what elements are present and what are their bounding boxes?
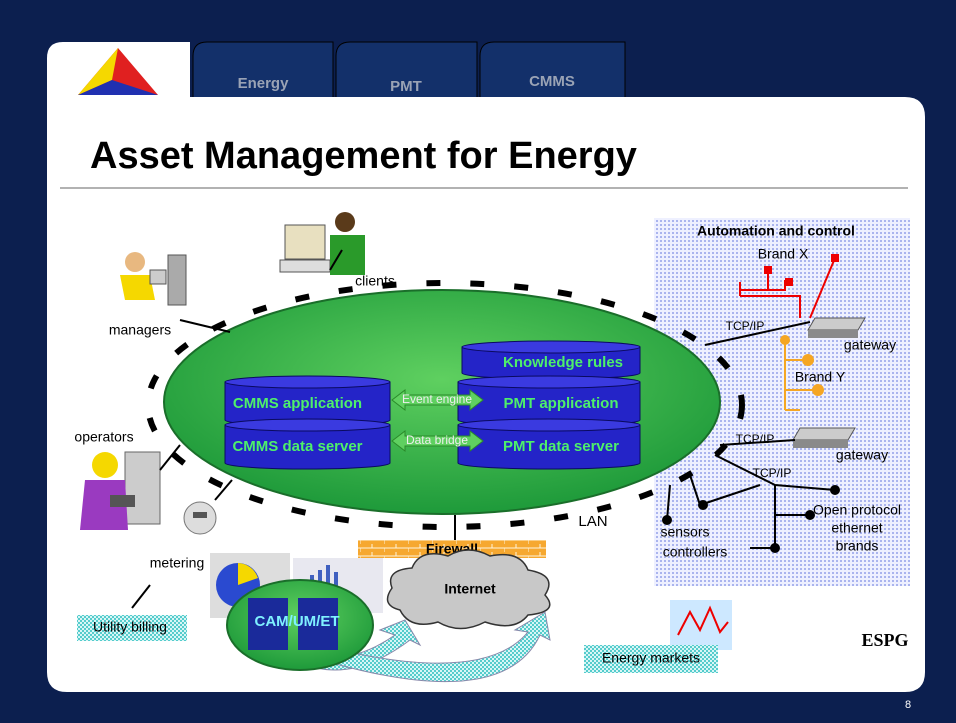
tabs: Energy PMT CMMS (47, 41, 626, 101)
gateway-label: gateway (836, 447, 888, 463)
cylinder-top (224, 375, 391, 389)
tab-label[interactable]: CMMS (529, 73, 575, 90)
tab[interactable] (335, 41, 478, 101)
logo-mark (78, 48, 118, 95)
tcp-label: TCP/IP (753, 466, 792, 480)
cylinder-label: PMT data server (503, 438, 619, 455)
open-label: brands (836, 538, 879, 554)
title: Asset Management for Energy (90, 135, 637, 177)
link (214, 479, 233, 501)
nodes (764, 254, 839, 286)
cylinder-label: Knowledge rules (503, 354, 623, 371)
cylinder-top (457, 375, 641, 389)
user-label: metering (150, 555, 204, 571)
tcp-label: TCP/IP (726, 319, 765, 333)
field-label: sensors (660, 524, 709, 540)
page-number: 8 (905, 699, 911, 711)
internet-cloud (386, 549, 551, 630)
managers-icon (120, 252, 187, 306)
cylinder-top (461, 340, 641, 354)
arrow-label: Event engine (402, 392, 472, 406)
user-label: clients (355, 273, 395, 289)
server-icon (248, 598, 338, 650)
markets-box (584, 645, 718, 673)
open-label: ethernet (831, 520, 882, 536)
arrow-label: Data bridge (406, 433, 468, 447)
bidirectional-arrow (391, 388, 484, 412)
gateway-icon (807, 317, 866, 338)
tab[interactable] (479, 41, 626, 101)
link (179, 319, 231, 333)
flow-arrow (289, 611, 551, 683)
open-label: Open protocol (813, 502, 901, 518)
cylinder-label: PMT application (503, 395, 618, 412)
market-icon (670, 600, 732, 650)
brand-x-net (739, 257, 836, 319)
panel-title: Automation and control (697, 223, 855, 239)
cylinder-label: CMMS application (233, 395, 362, 412)
field-label: controllers (663, 544, 728, 560)
user-label: operators (74, 429, 133, 445)
clients-icon (279, 212, 365, 275)
cylinder-label: CMMS data server (232, 438, 362, 455)
gateway-icon (792, 427, 856, 448)
operators-icon (80, 451, 161, 530)
meter-icon (183, 501, 217, 535)
brand-label: Brand X (758, 246, 809, 262)
nodes (780, 335, 824, 396)
user-label: managers (109, 322, 171, 338)
brand-label: Brand Y (795, 369, 846, 385)
cylinder (457, 424, 641, 470)
firewall (358, 540, 546, 558)
billing-box (77, 615, 187, 641)
lan-label: LAN (578, 513, 607, 530)
cylinder-top (457, 418, 641, 432)
field-nodes (662, 485, 840, 553)
cylinder (224, 424, 391, 470)
tab-label[interactable]: Energy (238, 75, 290, 92)
billing-label: Utility billing (93, 619, 167, 635)
link (329, 249, 343, 271)
brand-y-net (784, 340, 818, 411)
logo-mark (78, 80, 158, 95)
gateway-label: gateway (844, 337, 896, 353)
cylinder-top (224, 418, 391, 432)
link (131, 584, 151, 609)
bidirectional-arrow (391, 429, 484, 453)
cam-label: CAM/UM/ET (255, 613, 340, 630)
internet-label: Internet (444, 581, 496, 597)
lan-ring (145, 280, 745, 530)
markets-label: Energy markets (602, 650, 700, 666)
tab[interactable] (192, 41, 334, 101)
espg-logo: ESPG (861, 630, 908, 650)
link (159, 444, 181, 471)
tab-label[interactable]: PMT (390, 78, 422, 95)
